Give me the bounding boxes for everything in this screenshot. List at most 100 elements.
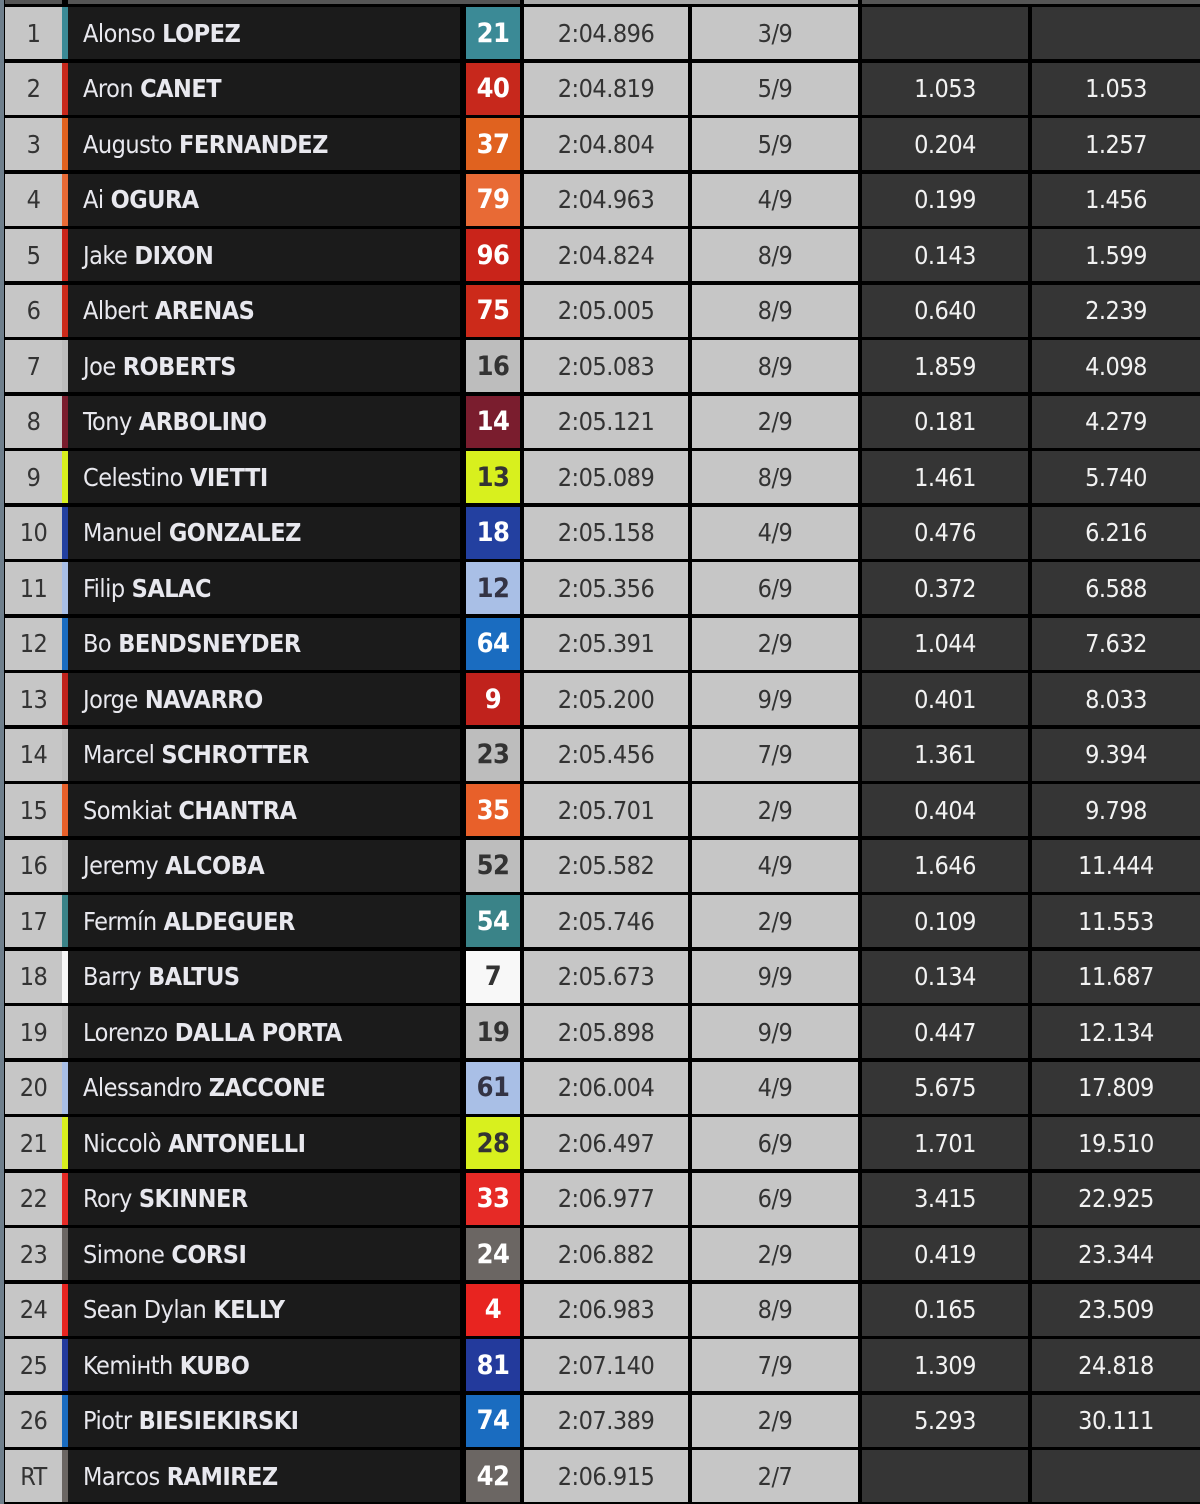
laps: 8/9 — [692, 284, 858, 337]
rider-number: 7 — [466, 950, 520, 1003]
gap-previous: 0.165 — [862, 1283, 1028, 1336]
header-strip — [5, 0, 62, 4]
laps: 3/9 — [692, 7, 858, 59]
table-row[interactable]: 21 Niccolò ANTONELLI 28 2:06.497 6/9 1.701 19.5… — [0, 1117, 1200, 1169]
first-name: Somkiat — [83, 795, 172, 825]
table-row[interactable]: 16 Jeremy ALCOBA 52 2:05.582 4/9 1.646 11.444 — [0, 839, 1200, 892]
last-name: ALCOBA — [165, 851, 265, 880]
last-name: OGURA — [110, 185, 200, 214]
table-row[interactable]: 20 Alessandro ZACCONE 61 2:06.004 4/9 5.675 17.… — [0, 1061, 1200, 1114]
laps: 4/9 — [692, 506, 858, 559]
rider-name: Bo BENDSNEYDER — [68, 617, 460, 670]
rider-number: 96 — [466, 229, 520, 281]
rider-name: Simone CORSI — [68, 1228, 460, 1280]
laps: 8/9 — [692, 340, 858, 392]
table-row[interactable]: 5 Jake DIXON 96 2:04.824 8/9 0.143 1.599 — [0, 229, 1200, 281]
gap-first: 2.239 — [1032, 284, 1200, 337]
first-name: Tony — [83, 407, 132, 436]
best-lap-time: 2:04.819 — [524, 62, 688, 115]
table-row[interactable]: 11 Filip SALAC 12 2:05.356 6/9 0.372 6.588 — [0, 562, 1200, 614]
gap-previous: 1.053 — [862, 62, 1028, 115]
laps: 4/9 — [692, 1061, 858, 1114]
gap-previous: 0.134 — [862, 950, 1028, 1003]
table-row[interactable]: 22 Rory SKINNER 33 2:06.977 6/9 3.415 22.925 — [0, 1172, 1200, 1225]
first-name: Marcos — [83, 1461, 160, 1491]
last-name: CHANTRA — [178, 795, 297, 825]
gap-first: 19.510 — [1032, 1117, 1200, 1169]
rider-name: Sean Dylan KELLY — [68, 1283, 460, 1336]
laps: 8/9 — [692, 1283, 858, 1336]
table-row[interactable]: 4 Ai OGURA 79 2:04.963 4/9 0.199 1.456 — [0, 173, 1200, 226]
laps: 2/9 — [692, 395, 858, 448]
table-row[interactable]: 8 Tony ARBOLINO 14 2:05.121 2/9 0.181 4.279 — [0, 395, 1200, 448]
table-row[interactable]: 26 Piotr BIESIEKIRSKI 74 2:07.389 2/9 5.293 30.… — [0, 1394, 1200, 1447]
table-row[interactable]: 14 Marcel SCHROTTER 23 2:05.456 7/9 1.361 9.394 — [0, 728, 1200, 781]
position: 16 — [5, 839, 62, 892]
rider-number: 42 — [466, 1450, 520, 1502]
laps: 6/9 — [692, 1117, 858, 1169]
gap-previous: 0.401 — [862, 673, 1028, 725]
table-row[interactable]: 19 Lorenzo DALLA PORTA 19 2:05.898 9/9 0.447 12… — [0, 1006, 1200, 1058]
best-lap-time: 2:06.497 — [524, 1117, 688, 1169]
best-lap-time: 2:04.896 — [524, 7, 688, 59]
table-row[interactable]: 1 Alonso LOPEZ 21 2:04.896 3/9 — [0, 7, 1200, 59]
first-name: Marcel — [83, 740, 155, 769]
team-color-stripe — [62, 1283, 68, 1336]
table-row[interactable]: 17 Fermín ALDEGUER 54 2:05.746 2/9 0.109 11.553 — [0, 895, 1200, 947]
rider-name: Fermín ALDEGUER — [68, 895, 460, 947]
team-color-stripe — [62, 673, 68, 725]
table-row[interactable]: RT Marcos RAMIREZ 42 2:06.915 2/7 — [0, 1450, 1200, 1502]
laps: 2/9 — [692, 895, 858, 947]
team-color-stripe — [62, 728, 68, 781]
table-row[interactable]: 23 Simone CORSI 24 2:06.882 2/9 0.419 23.344 — [0, 1228, 1200, 1280]
position: 4 — [5, 173, 62, 226]
team-color-stripe — [62, 562, 68, 614]
position: 21 — [5, 1117, 62, 1169]
position: 10 — [5, 506, 62, 559]
rider-name: Jorge NAVARRO — [68, 673, 460, 725]
gap-first: 11.444 — [1032, 839, 1200, 892]
table-row[interactable]: 7 Joe ROBERTS 16 2:05.083 8/9 1.859 4.098 — [0, 340, 1200, 392]
rider-number: 61 — [466, 1061, 520, 1114]
table-row[interactable]: 10 Manuel GONZALEZ 18 2:05.158 4/9 0.476 6.216 — [0, 506, 1200, 559]
rider-number: 4 — [466, 1283, 520, 1336]
rider-number: 12 — [466, 562, 520, 614]
table-row[interactable]: 13 Jorge NAVARRO 9 2:05.200 9/9 0.401 8.033 — [0, 673, 1200, 725]
table-row[interactable]: 2 Aron CANET 40 2:04.819 5/9 1.053 1.053 — [0, 62, 1200, 115]
team-color-stripe — [62, 118, 68, 170]
table-row[interactable]: 9 Celestino VIETTI 13 2:05.089 8/9 1.461 5.740 — [0, 451, 1200, 503]
position: 8 — [5, 395, 62, 448]
team-color-stripe — [62, 1061, 68, 1114]
table-row[interactable]: 25 Kemінth KUBO 81 2:07.140 7/9 1.309 24.818 — [0, 1339, 1200, 1391]
last-name: KUBO — [179, 1350, 250, 1380]
rider-name: Jeremy ALCOBA — [68, 839, 460, 892]
gap-previous: 5.293 — [862, 1394, 1028, 1447]
position: 1 — [5, 7, 62, 59]
gap-first: 22.925 — [1032, 1172, 1200, 1225]
gap-first: 1.456 — [1032, 173, 1200, 226]
last-name: ALDEGUER — [163, 906, 296, 936]
rider-name: Joe ROBERTS — [68, 340, 460, 392]
table-row[interactable]: 18 Barry BALTUS 7 2:05.673 9/9 0.134 11.687 — [0, 950, 1200, 1003]
last-name: SALAC — [131, 573, 212, 603]
best-lap-time: 2:04.804 — [524, 118, 688, 170]
table-row[interactable]: 3 Augusto FERNANDEZ 37 2:04.804 5/9 0.204 1.257 — [0, 118, 1200, 170]
rider-name: Aron CANET — [68, 62, 460, 115]
last-name: DIXON — [134, 240, 214, 270]
team-color-stripe — [62, 340, 68, 392]
best-lap-time: 2:05.200 — [524, 673, 688, 725]
gap-previous: 0.447 — [862, 1006, 1028, 1058]
position: 25 — [5, 1339, 62, 1391]
gap-first: 9.798 — [1032, 784, 1200, 836]
gap-previous: 3.415 — [862, 1172, 1028, 1225]
table-row[interactable]: 12 Bo BENDSNEYDER 64 2:05.391 2/9 1.044 7.632 — [0, 617, 1200, 670]
first-name: Sean Dylan — [83, 1295, 207, 1324]
table-row[interactable]: 15 Somkiat CHANTRA 35 2:05.701 2/9 0.404 9.798 — [0, 784, 1200, 836]
table-row[interactable]: 24 Sean Dylan KELLY 4 2:06.983 8/9 0.165 23.509 — [0, 1283, 1200, 1336]
laps: 2/9 — [692, 1394, 858, 1447]
last-name: ZACCONE — [208, 1073, 326, 1102]
best-lap-time: 2:05.673 — [524, 950, 688, 1003]
table-row[interactable]: 6 Albert ARENAS 75 2:05.005 8/9 0.640 2.239 — [0, 284, 1200, 337]
best-lap-time: 2:06.004 — [524, 1061, 688, 1114]
gap-first — [1032, 1450, 1200, 1502]
